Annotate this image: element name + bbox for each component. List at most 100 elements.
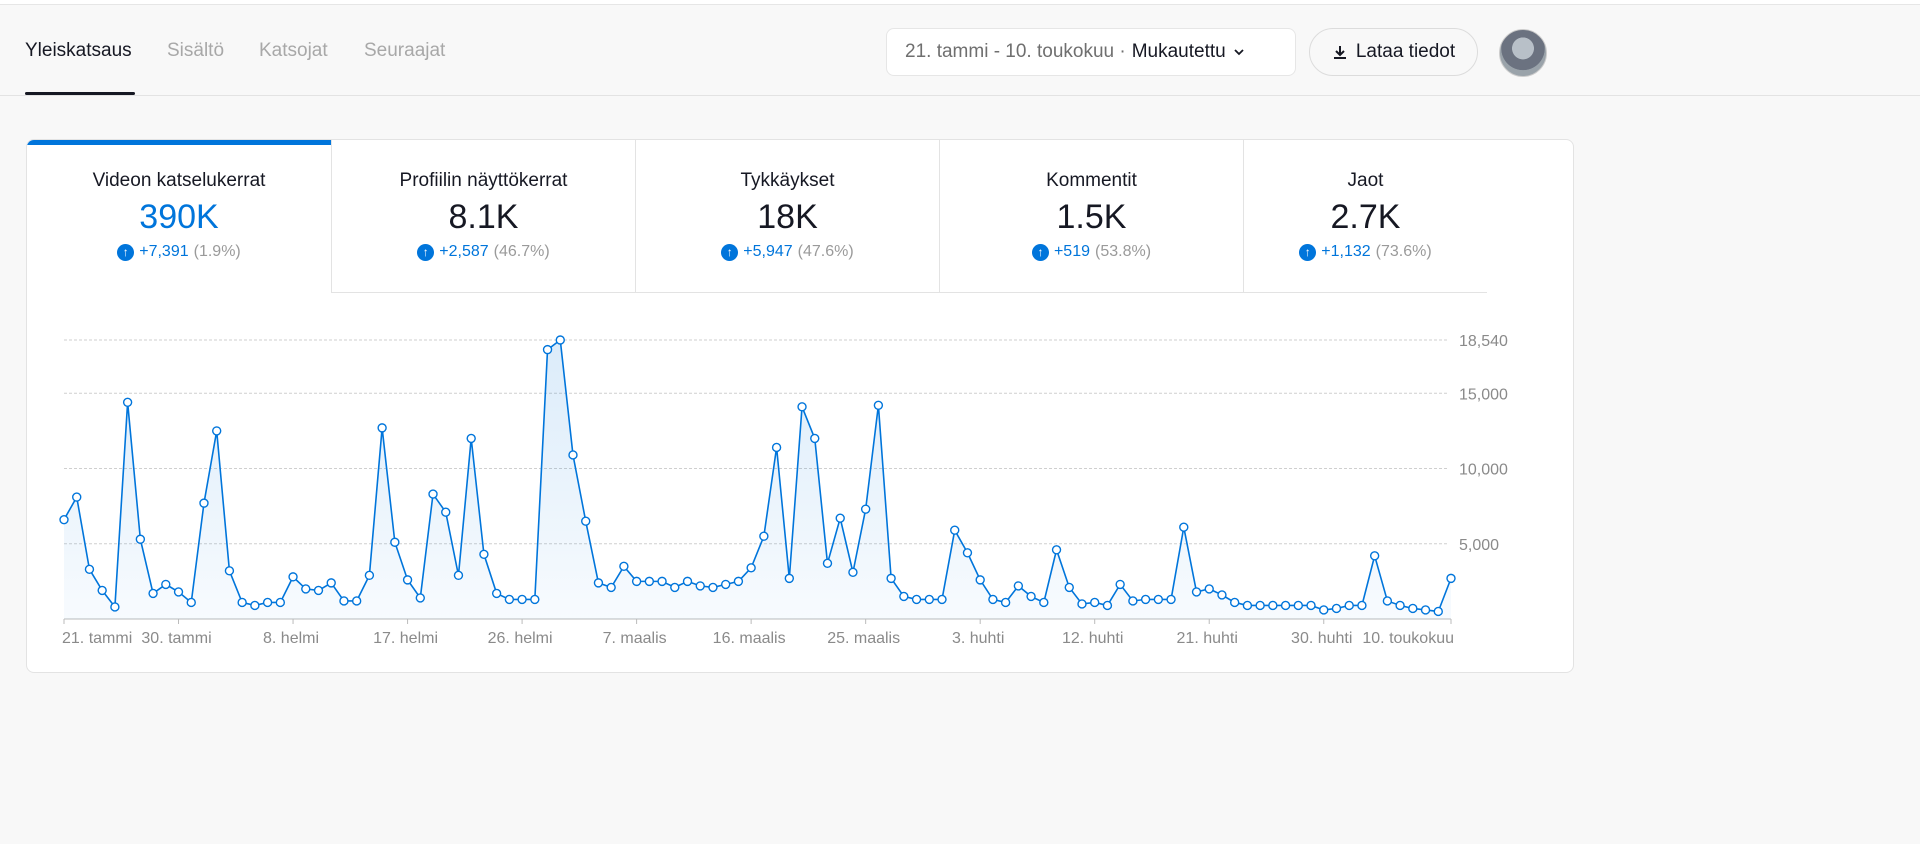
data-point [822,558,833,569]
data-point [224,566,235,576]
arrow-up-icon: ↑ [1031,243,1049,261]
data-point [1204,584,1214,594]
kpi-tab[interactable]: Kommentit 1.5K ↑ +519 (53.8%) [939,140,1243,293]
data-point [1179,522,1189,532]
data-point [1369,551,1380,561]
data-point [1090,597,1100,608]
data-point [1039,597,1049,608]
data-point [313,585,324,596]
data-point [428,489,438,499]
data-point [402,575,413,585]
header: Yleiskatsaus Sisältö Katsojat Seuraajat … [0,5,1920,96]
data-point [975,575,985,585]
data-point [860,504,871,514]
date-range-picker[interactable]: 21. tammi - 10. toukokuu · Mukautettu [886,28,1296,76]
data-point [84,564,95,575]
kpi-tab[interactable]: Profiilin näyttökerrat 8.1K ↑ +2,587 (46.7… [331,140,635,293]
views-chart: 5,000 10,000 15,000 18,540 21. tammi 30. tamm… [59,333,1508,647]
tab-content[interactable]: Sisältö [167,40,225,61]
data-point [148,588,158,599]
data-point [1268,600,1278,611]
arrow-up-icon: ↑ [721,243,739,261]
data-point [1077,599,1087,609]
data-point [784,573,795,584]
data-point [911,594,922,605]
data-point [708,582,718,593]
kpi-label: Profiilin näyttökerrat [399,170,568,191]
data-point [135,534,146,544]
y-tick-label: 18,540 [1459,333,1508,350]
kpi-tab[interactable]: Videon katselukerrat 390K ↑ +7,391 (1.9%) [27,140,331,293]
data-point [301,584,311,594]
top-border [0,0,1920,5]
data-point [797,402,807,412]
data-point [351,596,362,606]
x-tick-label: 30. huhti [1291,630,1352,647]
x-tick-label: 26. helmi [488,630,553,647]
data-point [517,594,527,605]
area-fill [64,340,1451,619]
x-tick-label: 10. toukokuu [1362,630,1454,647]
tab-overview[interactable]: Yleiskatsaus [25,40,132,61]
delta-percent: (73.6%) [1375,243,1432,260]
data-point [1280,600,1291,611]
data-point [491,588,502,599]
data-point [72,492,82,502]
kpi-value: 8.1K [448,198,519,236]
data-point [1064,582,1074,593]
x-tick-label: 30. tammi [141,630,211,647]
data-point [530,594,540,605]
delta-percent: (47.6%) [797,243,854,260]
kpi-label: Kommentit [1046,170,1137,191]
data-point [466,433,476,444]
data-point [479,549,489,559]
x-tick-label: 12. huhti [1062,630,1123,647]
data-point [275,597,286,608]
data-point [873,400,884,411]
y-tick-label: 10,000 [1459,462,1508,479]
data-point [1153,594,1164,605]
data-point [415,593,425,603]
data-point [1433,606,1443,617]
data-point [1344,600,1354,611]
kpi-label: Jaot [1347,170,1384,191]
data-point [1331,603,1342,614]
data-point [720,579,731,590]
delta-value: +519 [1053,243,1090,260]
tab-followers[interactable]: Seuraajat [364,40,446,61]
data-point [1026,591,1036,602]
data-point [631,576,642,587]
data-point [1102,600,1113,611]
kpi-label: Tykkäykset [740,170,835,191]
active-tab-indicator [25,92,135,95]
avatar[interactable] [1499,29,1547,77]
data-point [1000,597,1011,608]
data-point [1229,597,1240,608]
x-tick-label: 21. huhti [1177,630,1238,647]
arrow-up-icon: ↑ [117,243,135,261]
data-point [326,578,336,588]
data-point [733,576,744,587]
analytics-card: Videon katselukerrat 390K ↑ +7,391 (1.9%) P… [26,139,1574,673]
kpi-delta: ↑ +5,947 (47.6%) [636,243,939,261]
data-point [364,570,375,581]
data-point [1408,603,1418,614]
data-point [810,433,820,444]
x-tick-label: 7. maalis [603,630,667,647]
data-point [581,516,591,526]
x-tick-label: 3. huhti [952,630,1004,647]
tab-viewers[interactable]: Katsojat [259,40,328,61]
data-point [1140,594,1151,605]
kpi-value: 18K [757,198,818,236]
kpi-tab[interactable]: Jaot 2.7K ↑ +1,132 (73.6%) [1243,140,1487,293]
kpi-tab[interactable]: Tykkäykset 18K ↑ +5,947 (47.6%) [635,140,939,293]
kpi-delta: ↑ +519 (53.8%) [940,243,1243,261]
data-point [962,548,973,558]
data-point [1255,600,1265,611]
kpi-delta: ↑ +1,132 (73.6%) [1244,243,1487,261]
download-data-button[interactable]: Lataa tiedot [1309,28,1478,76]
x-tick-label: 16. maalis [713,630,786,647]
data-point [670,582,680,593]
data-point [1306,600,1316,611]
x-tick-label: 17. helmi [373,630,438,647]
